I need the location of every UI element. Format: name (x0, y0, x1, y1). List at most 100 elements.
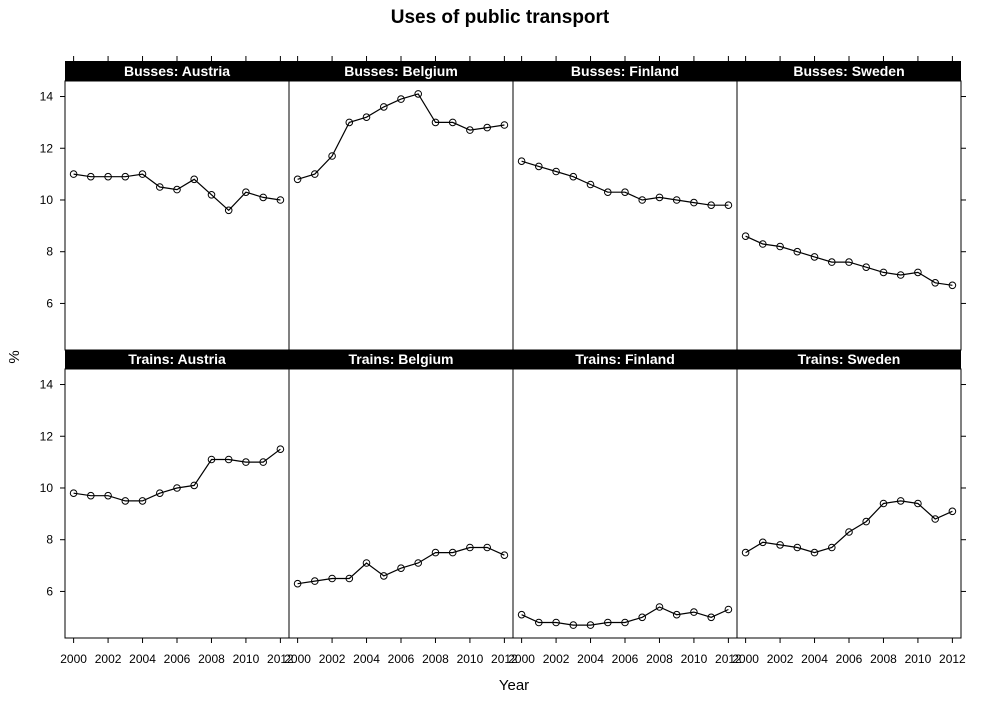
panel-strip (65, 350, 289, 369)
x-tick-label: 2000 (508, 652, 535, 666)
data-point (224, 206, 233, 215)
x-tick-label: 2002 (319, 652, 346, 666)
panel-strip-label: Busses: Finland (571, 63, 679, 79)
panel-strip (737, 350, 961, 369)
y-tick-label: 10 (40, 481, 54, 495)
x-tick-label: 2000 (732, 652, 759, 666)
x-tick-label: 2006 (164, 652, 191, 666)
panel-frame (512, 80, 738, 351)
data-point (672, 610, 681, 619)
data-point (311, 170, 319, 178)
data-point (104, 172, 112, 181)
data-point (328, 574, 336, 583)
panel-frame (64, 368, 290, 639)
data-point (104, 491, 112, 500)
data-point (552, 167, 560, 176)
data-point (431, 118, 440, 127)
x-tick-label: 2004 (353, 652, 380, 666)
data-point (569, 621, 578, 629)
data-point (586, 621, 595, 629)
data-point (741, 232, 750, 240)
x-tick-label: 2012 (939, 652, 966, 666)
data-point (707, 613, 716, 622)
panel-strip-label: Trains: Belgium (348, 351, 453, 367)
panel-strip-label: Busses: Sweden (793, 63, 904, 79)
data-point (879, 499, 888, 508)
x-tick-label: 2010 (905, 652, 932, 666)
data-point (672, 196, 681, 204)
data-point (793, 543, 802, 552)
x-tick-label: 2000 (284, 652, 311, 666)
data-point (121, 172, 130, 181)
panel-strip-label: Trains: Finland (575, 351, 675, 367)
data-point (896, 271, 905, 279)
data-point (397, 564, 405, 573)
data-point (362, 113, 371, 121)
data-point (500, 121, 509, 129)
y-tick-label: 10 (40, 193, 54, 207)
panel: Busses: Sweden (736, 56, 966, 351)
chart-title: Uses of public transport (391, 7, 610, 28)
x-tick-label: 2004 (801, 652, 828, 666)
data-point (69, 489, 78, 498)
data-point (862, 517, 871, 526)
data-point (138, 497, 147, 505)
data-point (156, 183, 164, 191)
data-point (431, 548, 440, 557)
series-line (73, 448, 281, 502)
data-point (242, 188, 250, 196)
series-line (745, 235, 953, 286)
series-line (745, 500, 953, 554)
data-point (224, 455, 233, 464)
x-tick-label: 2002 (95, 652, 122, 666)
data-point (190, 481, 198, 490)
data-point (311, 577, 319, 585)
data-point (707, 201, 716, 209)
data-point (483, 543, 492, 552)
data-point (414, 90, 423, 98)
data-point (862, 263, 871, 272)
panel-frame (736, 80, 962, 351)
x-tick-label: 2008 (646, 652, 673, 666)
data-point (810, 548, 819, 557)
data-point (604, 618, 612, 627)
data-point (173, 185, 181, 194)
y-tick-label: 12 (40, 141, 54, 155)
x-tick-label: 2000 (60, 652, 87, 666)
data-point (173, 484, 181, 492)
data-point (776, 541, 784, 549)
panel-strip (289, 350, 513, 369)
data-point (724, 605, 733, 614)
x-tick-label: 2004 (129, 652, 156, 666)
data-point (621, 618, 629, 627)
data-point (345, 118, 354, 127)
data-point (931, 279, 940, 287)
x-tick-label: 2002 (767, 652, 794, 666)
panel-frame (288, 368, 514, 639)
panel-frame (288, 80, 514, 351)
data-point (500, 551, 509, 560)
panel-strip (513, 61, 737, 81)
data-point (259, 193, 268, 202)
data-point (552, 618, 560, 627)
x-tick-label: 2006 (836, 652, 863, 666)
data-point (207, 455, 216, 464)
data-point (138, 170, 147, 178)
series-line (297, 93, 505, 180)
data-point (380, 572, 388, 580)
x-tick-label: 2004 (577, 652, 604, 666)
data-point (293, 579, 302, 588)
data-point (741, 548, 750, 557)
data-point (466, 543, 474, 552)
panel-strip (513, 350, 737, 369)
data-point (276, 196, 285, 204)
panel-strip-label: Trains: Sweden (798, 351, 901, 367)
data-point (948, 281, 957, 290)
data-point (914, 268, 922, 277)
x-tick-label: 2012 (715, 652, 742, 666)
data-point (621, 188, 629, 196)
y-axis-title: % (6, 350, 23, 363)
panel-frame (64, 80, 290, 351)
data-point (87, 172, 95, 181)
